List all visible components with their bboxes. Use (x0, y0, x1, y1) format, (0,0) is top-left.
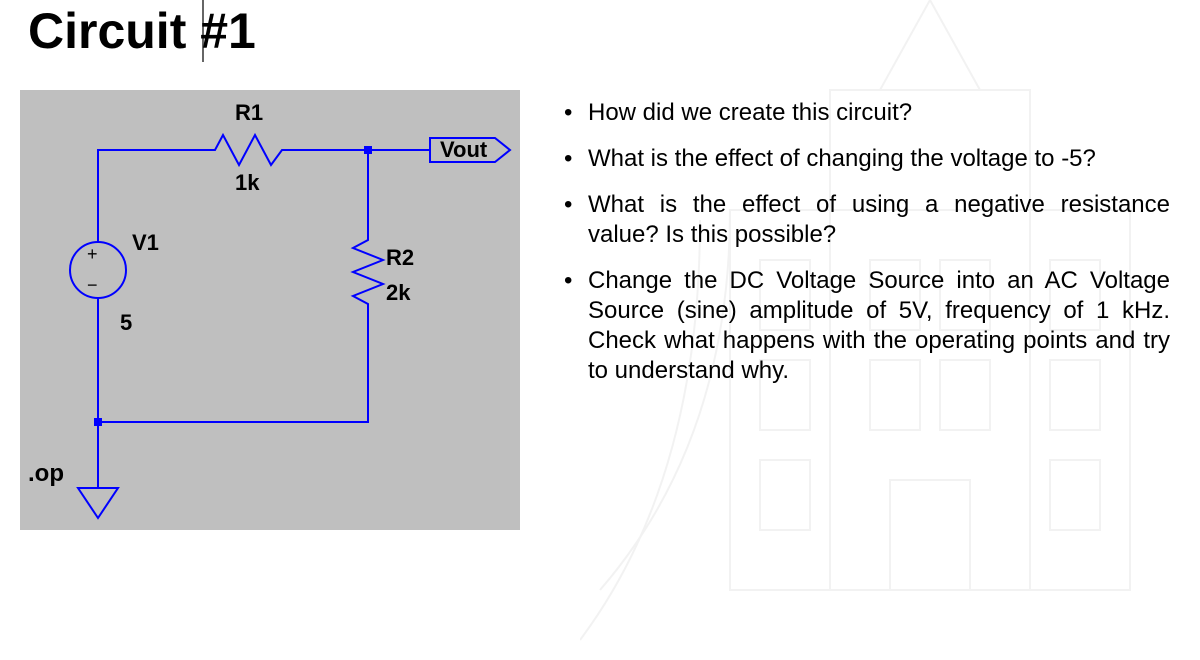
vout-text: Vout (440, 137, 488, 162)
circuit-schematic: + − V1 5 R1 1k R2 2k Vout (20, 90, 520, 530)
v1-value: 5 (120, 310, 132, 335)
circuit-nodes (94, 146, 372, 426)
text-cursor (202, 0, 204, 62)
spice-directive: .op (28, 460, 64, 488)
resistor-r1: R1 1k (205, 100, 300, 195)
slide: Circuit #1 + − (0, 0, 1200, 578)
r1-value: 1k (235, 170, 260, 195)
slide-title: Circuit #1 (28, 2, 256, 60)
bullet-item: How did we create this circuit? (560, 98, 1170, 128)
voltage-source: + − V1 5 (70, 230, 159, 335)
svg-text:+: + (87, 244, 98, 264)
r1-name: R1 (235, 100, 263, 125)
resistor-r2: R2 2k (353, 235, 414, 310)
bullet-item: What is the effect of using a negative r… (560, 190, 1170, 250)
circuit-wires (98, 150, 430, 488)
bullet-item: Change the DC Voltage Source into an AC … (560, 266, 1170, 386)
vout-net-label: Vout (430, 137, 510, 162)
r2-name: R2 (386, 245, 414, 270)
v1-name: V1 (132, 230, 159, 255)
circuit-svg: + − V1 5 R1 1k R2 2k Vout (20, 90, 520, 530)
question-bullets: How did we create this circuit? What is … (560, 98, 1170, 402)
bullet-item: What is the effect of changing the volta… (560, 144, 1170, 174)
ground-symbol (78, 488, 118, 518)
svg-text:−: − (87, 275, 98, 295)
r2-value: 2k (386, 280, 411, 305)
